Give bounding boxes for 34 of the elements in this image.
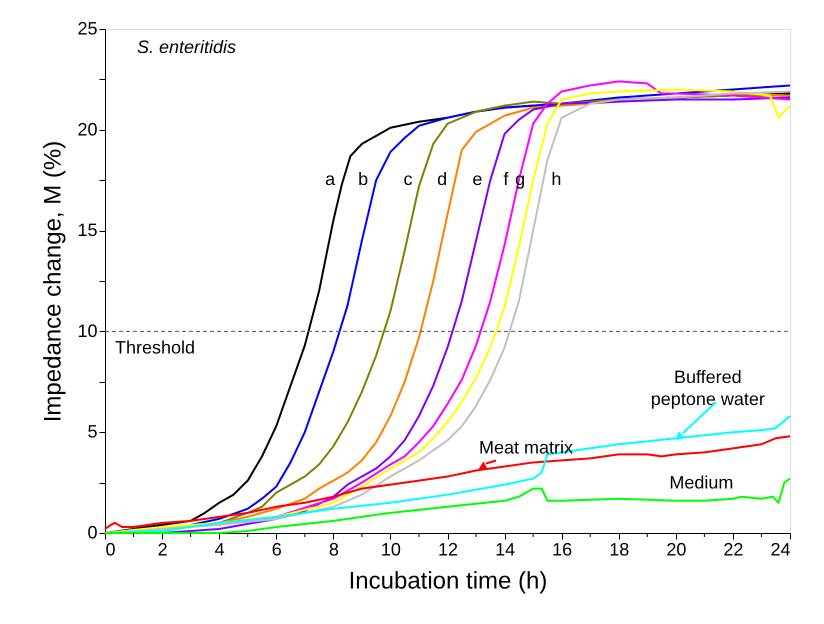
y-axis-title: Impedance change, M (%) [39, 140, 66, 422]
series-label: a [325, 169, 336, 190]
line-series [104, 435, 791, 530]
x-tick-label: 6 [272, 540, 282, 560]
annotation: S. enteritidis [137, 37, 236, 57]
series-label: f [503, 169, 510, 190]
x-tick-label: 14 [495, 540, 516, 560]
x-tick-label: 16 [552, 540, 572, 560]
x-tick-label: 12 [438, 540, 458, 560]
ref-line-label: Threshold [115, 337, 196, 358]
x-tick-label: 8 [328, 540, 339, 560]
y-tick-label: 20 [77, 119, 98, 140]
series-label: c [403, 169, 412, 190]
y-tick-label: 0 [87, 522, 98, 542]
series-label: e [472, 169, 482, 190]
y-tick-label: 25 [77, 18, 98, 38]
x-tick-label: 0 [106, 540, 116, 560]
x-tick-label: 10 [380, 540, 401, 560]
series-label: h [551, 169, 562, 190]
series-label: Meat matrix [479, 438, 574, 458]
x-tick-label: 24 [770, 540, 790, 560]
y-tick-label: 10 [77, 320, 98, 341]
x-tick-label: 22 [723, 540, 744, 560]
x-tick-label: 20 [666, 540, 686, 560]
y-tick-label: 5 [87, 422, 98, 442]
series-label: b [358, 169, 368, 190]
x-tick-label: 18 [609, 540, 630, 560]
x-axis-title: Incubation time (h) [348, 568, 548, 594]
y-tick-label: 15 [77, 220, 98, 240]
x-tick-label: 2 [158, 540, 168, 560]
series-label: Medium [669, 472, 734, 493]
x-tick-label: 4 [214, 540, 225, 560]
series-label: d [437, 169, 448, 190]
series-label: Buffered peptone water [650, 367, 765, 410]
